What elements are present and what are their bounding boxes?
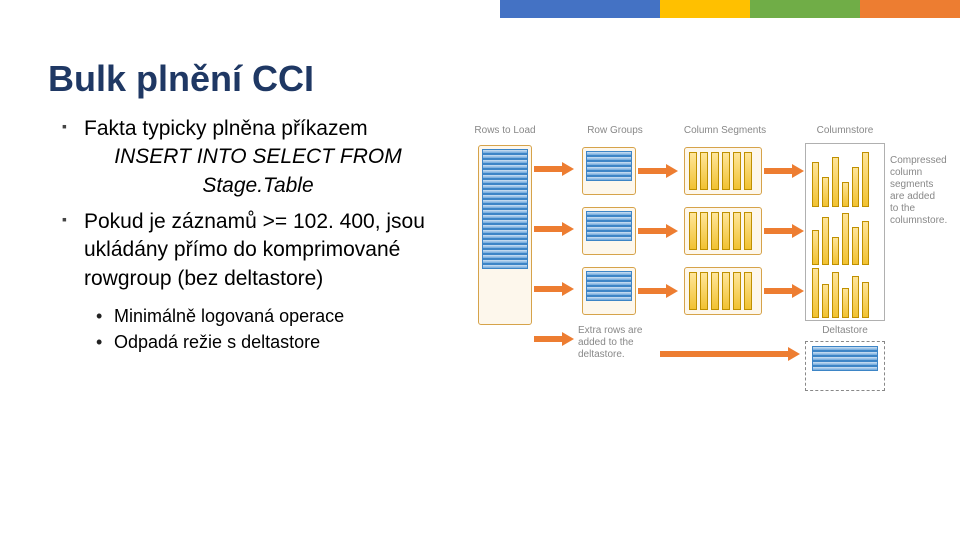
label-extra-rows: Extra rows are added to the deltastore. xyxy=(578,325,658,361)
slide-title: Bulk plnění CCI xyxy=(48,58,314,100)
accent-seg-4 xyxy=(860,0,960,18)
rows-to-load-group xyxy=(478,145,532,325)
bullet-1: Fakta typicky plněna příkazem INSERT INT… xyxy=(62,115,432,200)
rowgroup-2 xyxy=(582,207,636,255)
accent-seg-2 xyxy=(660,0,750,18)
store-bars-3 xyxy=(812,268,880,318)
rowgroup-1 xyxy=(582,147,636,195)
label-compressed-note: Compressed column segments are added to … xyxy=(890,155,945,227)
bullet-1-em: INSERT INTO SELECT FROM Stage.Table xyxy=(84,143,432,200)
top-accent-bar xyxy=(500,0,960,18)
rows-stack xyxy=(482,149,528,269)
store-bars-1 xyxy=(812,152,880,207)
slide-body: Fakta typicky plněna příkazem INSERT INT… xyxy=(62,115,432,355)
bullet-2: Pokud je záznamů >= 102. 400, jsou uklád… xyxy=(62,208,432,293)
main-bullets: Fakta typicky plněna příkazem INSERT INT… xyxy=(62,115,432,293)
cci-diagram: Rows to Load Row Groups Column Segments … xyxy=(470,125,940,425)
columnstore-box xyxy=(805,143,885,321)
store-bars-2 xyxy=(812,210,880,265)
subbullet-2: Odpadá režie s deltastore xyxy=(96,329,432,355)
bullet-1-text: Fakta typicky plněna příkazem xyxy=(84,117,368,140)
label-deltastore: Deltastore xyxy=(810,325,880,337)
label-columnstore: Columnstore xyxy=(810,125,880,137)
deltastore-box xyxy=(805,341,885,391)
colseg-group-3 xyxy=(684,267,762,315)
subbullet-1: Minimálně logovaná operace xyxy=(96,303,432,329)
colseg-group-1 xyxy=(684,147,762,195)
label-rows-to-load: Rows to Load xyxy=(470,125,540,137)
colseg-group-2 xyxy=(684,207,762,255)
accent-seg-1 xyxy=(500,0,660,18)
sub-bullets: Minimálně logovaná operace Odpadá režie … xyxy=(96,303,432,355)
accent-seg-3 xyxy=(750,0,860,18)
bullet-2-text: Pokud je záznamů >= 102. 400, jsou uklád… xyxy=(84,210,425,290)
label-row-groups: Row Groups xyxy=(580,125,650,137)
rowgroup-3 xyxy=(582,267,636,315)
label-column-segments: Column Segments xyxy=(680,125,770,137)
